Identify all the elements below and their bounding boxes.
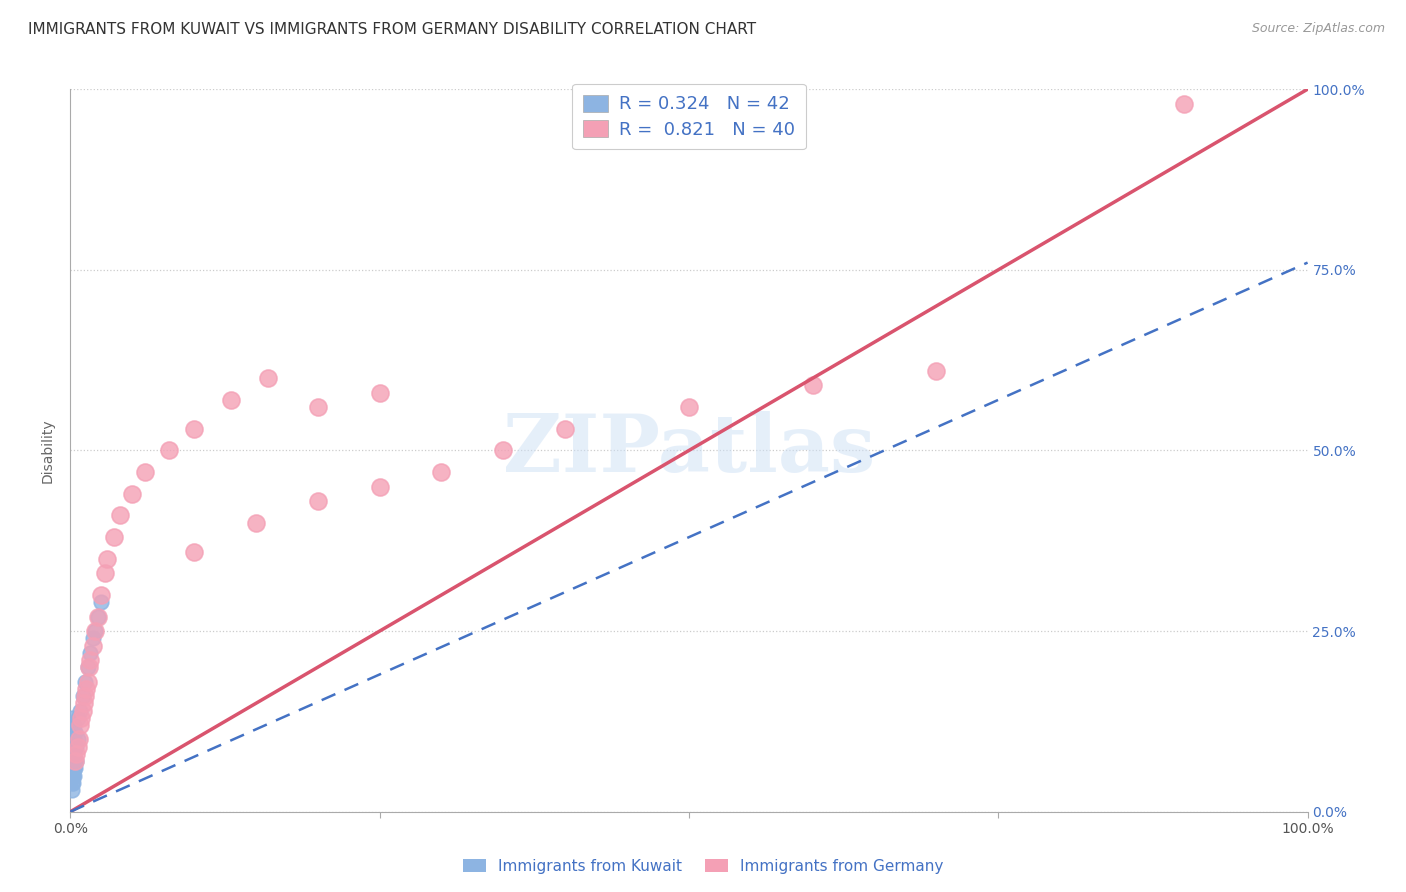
Point (69, 704, 91, 718)
Point (60, 747, 83, 761)
Point (82, 632, 104, 646)
Point (96, 551, 118, 566)
Point (62, 725, 84, 739)
Point (219, 392, 242, 407)
Point (801, 378, 824, 392)
Point (90, 588, 112, 602)
Point (62, 739, 84, 754)
Point (65, 747, 87, 761)
Point (66, 739, 89, 754)
Point (75, 681, 97, 696)
Point (66, 732, 89, 747)
Point (77, 660, 100, 674)
Legend: Immigrants from Kuwait, Immigrants from Germany: Immigrants from Kuwait, Immigrants from … (457, 853, 949, 880)
Point (65, 761, 87, 775)
Point (60, 754, 83, 768)
Point (76, 674, 98, 689)
Point (430, 465, 453, 479)
Point (183, 422, 205, 436)
Point (492, 443, 515, 458)
Text: ZIPatlas: ZIPatlas (503, 411, 875, 490)
Point (678, 400, 700, 414)
Text: IMMIGRANTS FROM KUWAIT VS IMMIGRANTS FROM GERMANY DISABILITY CORRELATION CHART: IMMIGRANTS FROM KUWAIT VS IMMIGRANTS FRO… (28, 22, 756, 37)
Point (257, 371, 280, 385)
Point (84, 624, 107, 639)
Point (67, 732, 90, 747)
Point (157, 443, 180, 458)
Point (183, 544, 205, 558)
Point (75, 674, 97, 689)
Point (79, 653, 101, 667)
Point (65, 754, 87, 768)
Point (65, 754, 87, 768)
Point (84, 624, 107, 639)
Point (76, 660, 98, 674)
Point (69, 718, 91, 732)
Point (94, 566, 117, 581)
Point (245, 516, 267, 530)
Point (307, 400, 329, 414)
Point (60, 776, 83, 790)
Point (1173, 96, 1195, 111)
Point (82, 639, 104, 653)
Point (60, 783, 83, 797)
Point (60, 739, 83, 754)
Point (63, 761, 86, 775)
Point (63, 769, 86, 783)
Point (103, 530, 125, 544)
Point (75, 689, 97, 703)
Point (60, 769, 83, 783)
Point (65, 739, 87, 754)
Point (72, 704, 94, 718)
Point (63, 732, 86, 747)
Point (70, 711, 93, 725)
Point (63, 718, 86, 732)
Point (63, 747, 86, 761)
Point (62, 732, 84, 747)
Point (62, 761, 84, 775)
Point (65, 739, 87, 754)
Legend: R = 0.324   N = 42, R =  0.821   N = 40: R = 0.324 N = 42, R = 0.821 N = 40 (572, 84, 806, 149)
Point (121, 487, 143, 501)
Point (62, 776, 84, 790)
Point (73, 696, 96, 710)
Point (60, 732, 83, 747)
Point (134, 465, 156, 479)
Point (65, 725, 87, 739)
Point (60, 761, 83, 775)
Point (925, 364, 948, 378)
Point (86, 609, 108, 624)
Point (86, 609, 108, 624)
Point (66, 711, 89, 725)
Point (62, 747, 84, 761)
Point (554, 422, 576, 436)
Text: Source: ZipAtlas.com: Source: ZipAtlas.com (1251, 22, 1385, 36)
Point (307, 494, 329, 508)
Point (108, 508, 131, 523)
Point (368, 480, 391, 494)
Point (62, 769, 84, 783)
Point (62, 718, 84, 732)
Point (79, 646, 101, 660)
Point (60, 725, 83, 739)
Y-axis label: Disability: Disability (41, 418, 55, 483)
Point (65, 754, 87, 768)
Point (368, 385, 391, 400)
Point (63, 754, 86, 768)
Point (72, 689, 94, 703)
Point (60, 711, 83, 725)
Point (62, 754, 84, 768)
Point (90, 595, 112, 609)
